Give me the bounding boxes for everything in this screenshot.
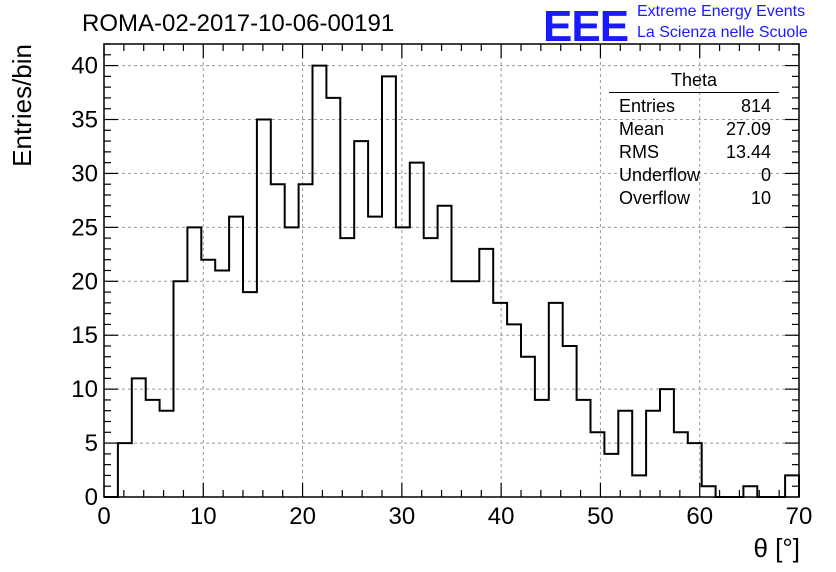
x-axis-label: θ [°] — [753, 533, 800, 563]
grid-lines — [104, 44, 799, 497]
y-axis-label: Entries/bin — [7, 44, 37, 167]
logo-line-2: La Scienza nelle Scuole — [637, 24, 808, 41]
stats-value: 0 — [760, 165, 771, 185]
y-tick-label: 15 — [71, 322, 98, 349]
eee-logo: EEE — [543, 2, 629, 51]
y-tick-label: 5 — [85, 430, 98, 457]
stats-row: Underflow 0 — [609, 164, 779, 187]
y-tick-label: 30 — [71, 160, 98, 187]
stats-label: RMS — [619, 142, 659, 162]
stats-value: 10 — [750, 188, 771, 208]
stats-value: 13.44 — [725, 142, 771, 162]
x-tick-label: 20 — [289, 503, 316, 530]
stats-value: 814 — [740, 96, 771, 116]
stats-row: Overflow 10 — [609, 187, 779, 210]
x-tick-label: 0 — [97, 503, 110, 530]
histogram-step-line — [104, 64, 800, 498]
x-tick-label: 70 — [786, 503, 813, 530]
y-tick-label: 35 — [71, 107, 98, 134]
x-tick-label: 50 — [587, 503, 614, 530]
stats-label: Entries — [619, 96, 676, 116]
y-tick-label: 40 — [71, 53, 98, 80]
y-tick-label: 0 — [85, 484, 98, 511]
y-tick-label: 10 — [71, 376, 98, 403]
stats-title: Theta — [609, 70, 779, 93]
stats-label: Overflow — [619, 188, 691, 208]
stats-box: Theta Entries 814 Mean 27.09 RMS 13.44 U… — [609, 70, 779, 210]
stats-row: Mean 27.09 — [609, 118, 779, 141]
stats-row: Entries 814 — [609, 95, 779, 118]
axis-ticks — [103, 43, 800, 498]
logo-line-1: Extreme Energy Events — [637, 3, 806, 20]
x-tick-label: 60 — [686, 503, 713, 530]
x-tick-label: 30 — [389, 503, 416, 530]
y-tick-label: 25 — [71, 214, 98, 241]
stats-row: RMS 13.44 — [609, 141, 779, 164]
y-tick-label: 20 — [71, 268, 98, 295]
run-title: ROMA-02-2017-10-06-00191 — [82, 10, 395, 37]
x-tick-label: 10 — [190, 503, 217, 530]
stats-label: Underflow — [619, 165, 701, 185]
stats-value: 27.09 — [725, 119, 771, 139]
x-tick-label: 40 — [488, 503, 515, 530]
stats-label: Mean — [619, 119, 665, 139]
